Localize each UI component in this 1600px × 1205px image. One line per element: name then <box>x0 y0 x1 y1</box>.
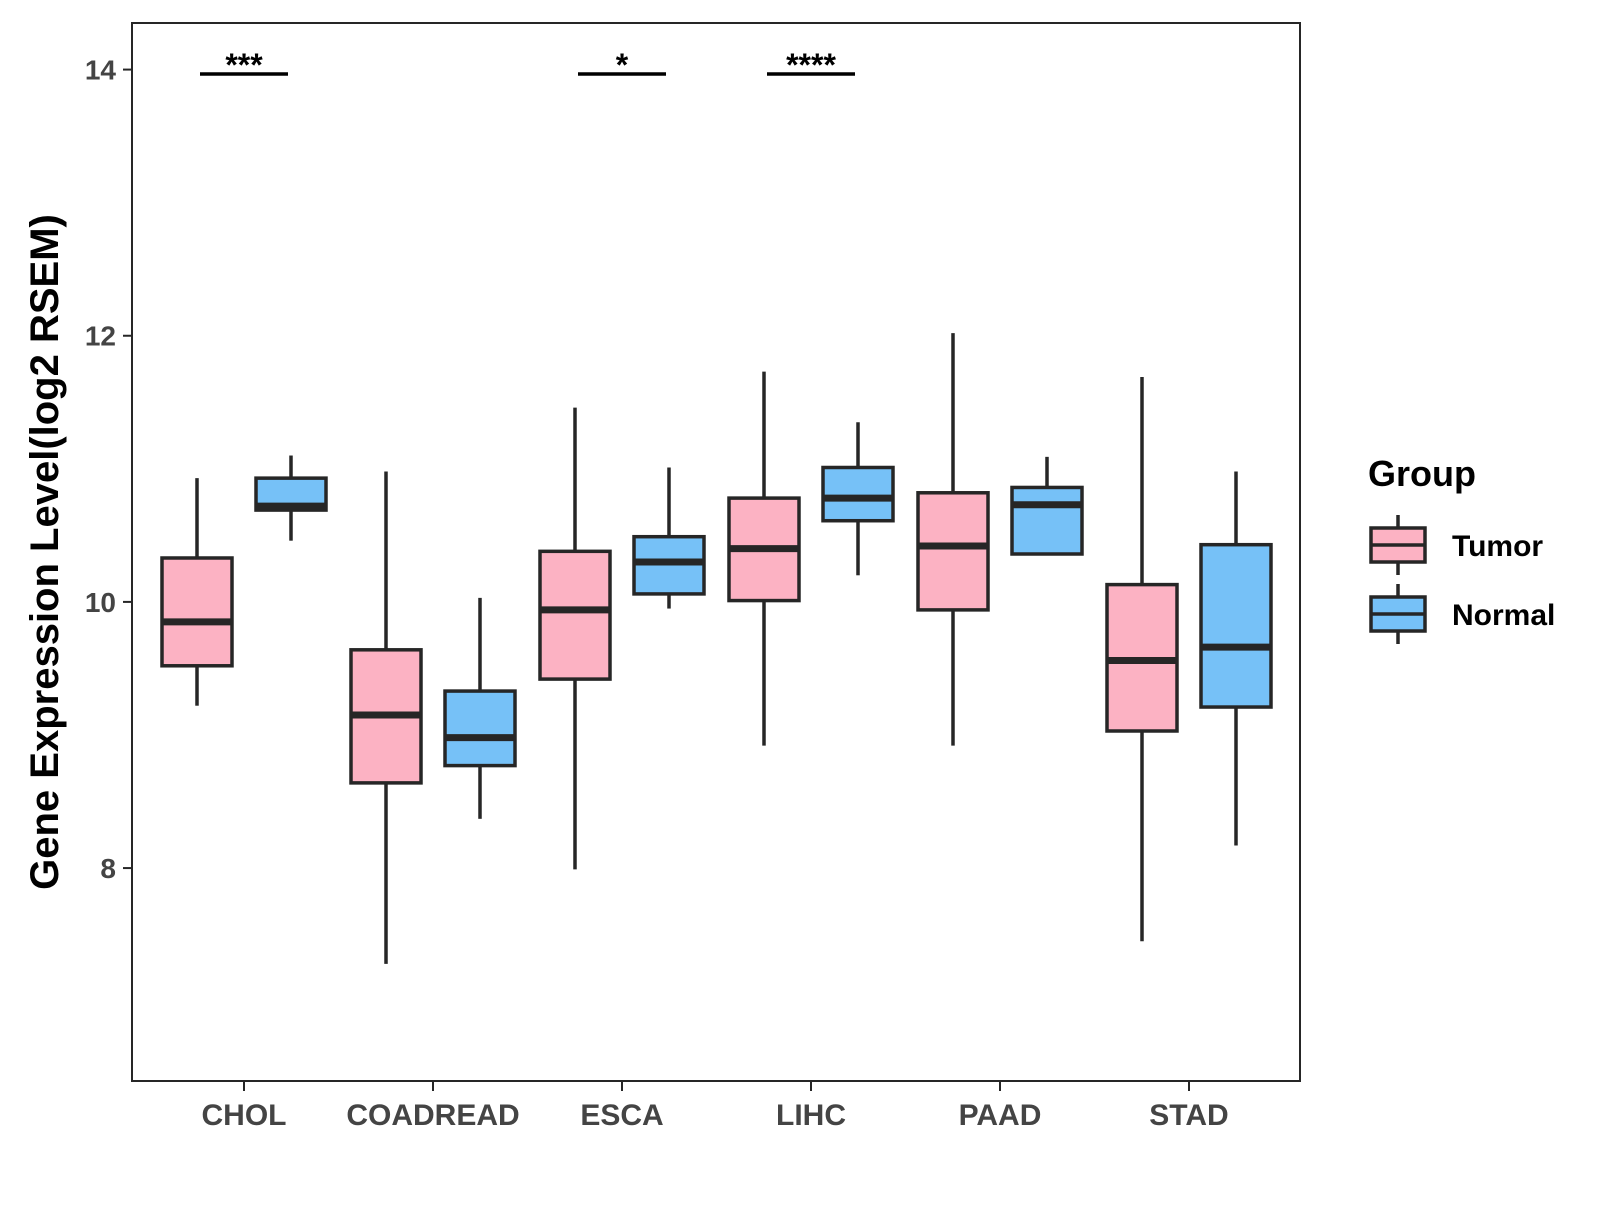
box-tumor-lihc <box>727 371 801 746</box>
y-tick-label: 10 <box>85 587 116 618</box>
box-tumor-stad <box>1105 376 1179 942</box>
y-tick-label: 8 <box>100 853 116 884</box>
box-body <box>538 549 612 681</box>
box-body <box>821 465 895 523</box>
box-tumor-paad <box>916 333 990 746</box>
box-body <box>443 689 517 768</box>
x-tick-label: PAAD <box>959 1099 1042 1132</box>
significance-label: *** <box>225 47 263 83</box>
x-tick-label: CHOL <box>202 1099 287 1132</box>
legend-item-normal: Normal <box>1369 584 1555 644</box>
x-tick-label: ESCA <box>580 1099 663 1132</box>
box-normal-lihc <box>821 422 895 576</box>
legend-item-tumor: Tumor <box>1369 515 1543 575</box>
box-body <box>160 556 234 668</box>
plot-panel-border <box>131 22 1301 1082</box>
box-tumor-chol <box>160 478 234 706</box>
x-tick-label: LIHC <box>776 1099 846 1132</box>
legend: Group Tumor Normal <box>1368 453 1555 644</box>
box-body <box>1010 485 1084 556</box>
y-tick-label: 14 <box>85 55 117 86</box>
plot-marks <box>160 333 1273 964</box>
x-axis: CHOL COADREAD ESCA LIHC PAAD STAD <box>202 1081 1229 1132</box>
box-normal-esca <box>632 467 706 609</box>
box-body <box>916 491 990 612</box>
significance-label: * <box>616 47 629 83</box>
x-tick-label: COADREAD <box>346 1099 519 1132</box>
y-tick-label: 12 <box>85 321 116 352</box>
legend-label: Normal <box>1452 599 1555 632</box>
box-normal-coadread <box>443 597 517 819</box>
box-tumor-coadread <box>349 471 423 964</box>
legend-label: Tumor <box>1452 530 1543 563</box>
x-tick-label: STAD <box>1149 1099 1228 1132</box>
legend-title: Group <box>1368 453 1476 494</box>
significance-annotations: *** * **** <box>200 47 855 83</box>
box-normal-stad <box>1199 471 1273 846</box>
box-normal-chol <box>254 455 328 541</box>
significance-label: **** <box>786 47 836 83</box>
box-normal-paad <box>1010 456 1084 556</box>
y-axis: 8 10 12 14 <box>85 55 132 884</box>
box-tumor-esca <box>538 407 612 870</box>
y-axis-title: Gene Expression Level(log2 RSEM) <box>23 214 67 890</box>
box-body <box>1199 542 1273 709</box>
